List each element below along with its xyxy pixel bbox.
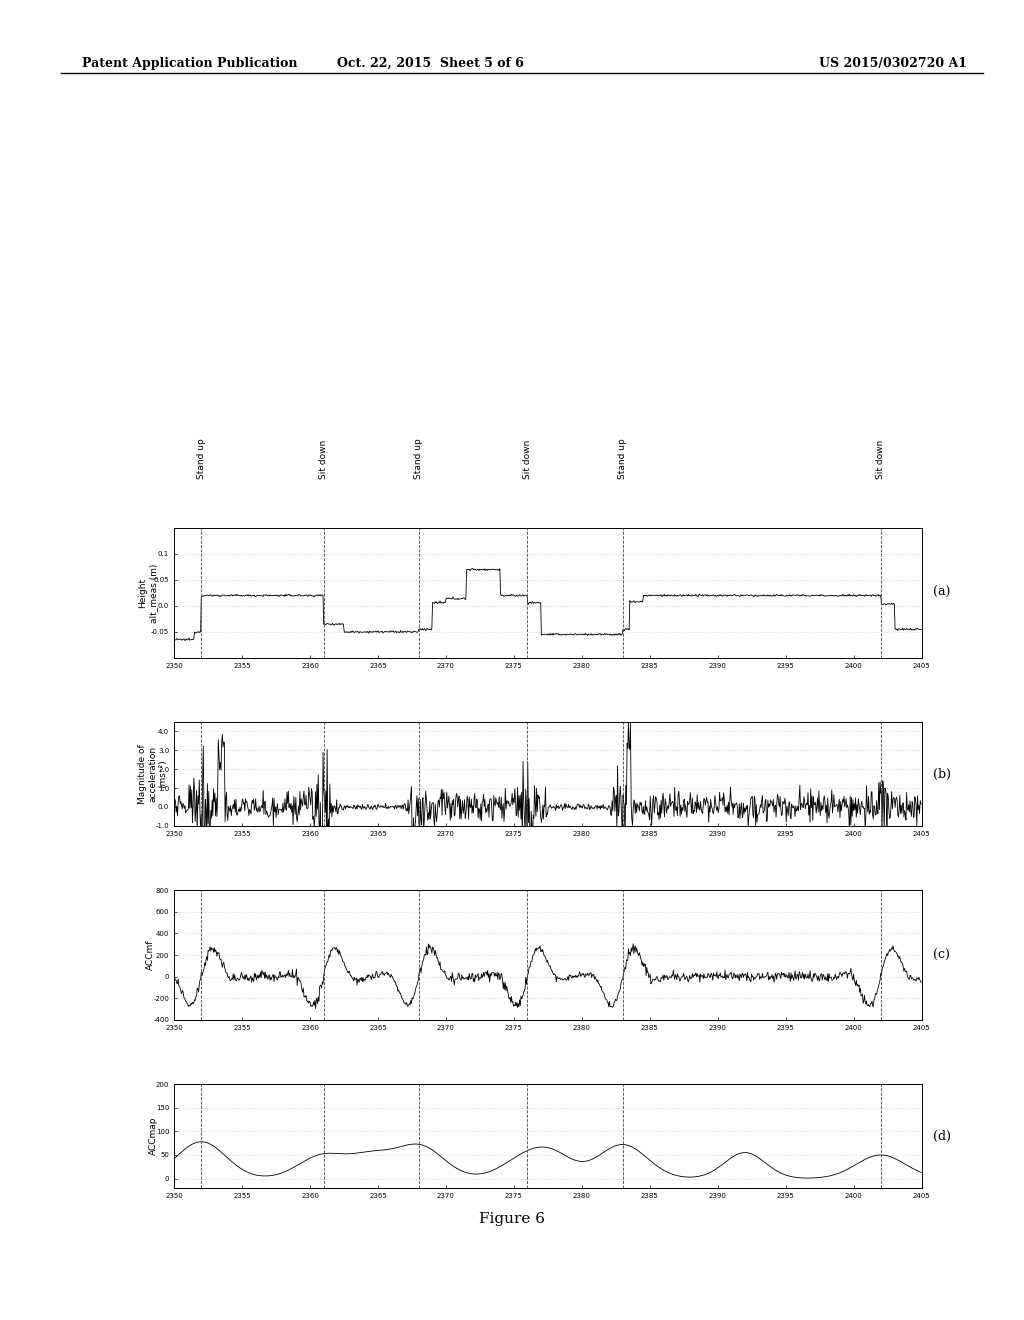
Y-axis label: ACCmap: ACCmap — [148, 1117, 158, 1155]
Y-axis label: Height
alt_meas (m): Height alt_meas (m) — [138, 564, 158, 623]
Text: Oct. 22, 2015  Sheet 5 of 6: Oct. 22, 2015 Sheet 5 of 6 — [337, 57, 523, 70]
Text: Sit down: Sit down — [523, 440, 531, 479]
Y-axis label: Magnitude of
acceleration
(ms⁻²): Magnitude of acceleration (ms⁻²) — [138, 744, 168, 804]
Text: US 2015/0302720 A1: US 2015/0302720 A1 — [819, 57, 968, 70]
Text: (d): (d) — [933, 1130, 951, 1143]
Text: Sit down: Sit down — [877, 440, 886, 479]
Y-axis label: ACCmf: ACCmf — [146, 940, 155, 970]
Text: Stand up: Stand up — [415, 438, 423, 479]
Text: Sit down: Sit down — [319, 440, 328, 479]
Text: (a): (a) — [933, 586, 950, 599]
Text: (c): (c) — [933, 949, 949, 961]
Text: Patent Application Publication: Patent Application Publication — [82, 57, 297, 70]
Text: Figure 6: Figure 6 — [479, 1212, 545, 1226]
Text: Stand up: Stand up — [618, 438, 627, 479]
Text: Stand up: Stand up — [197, 438, 206, 479]
Text: (b): (b) — [933, 767, 951, 780]
